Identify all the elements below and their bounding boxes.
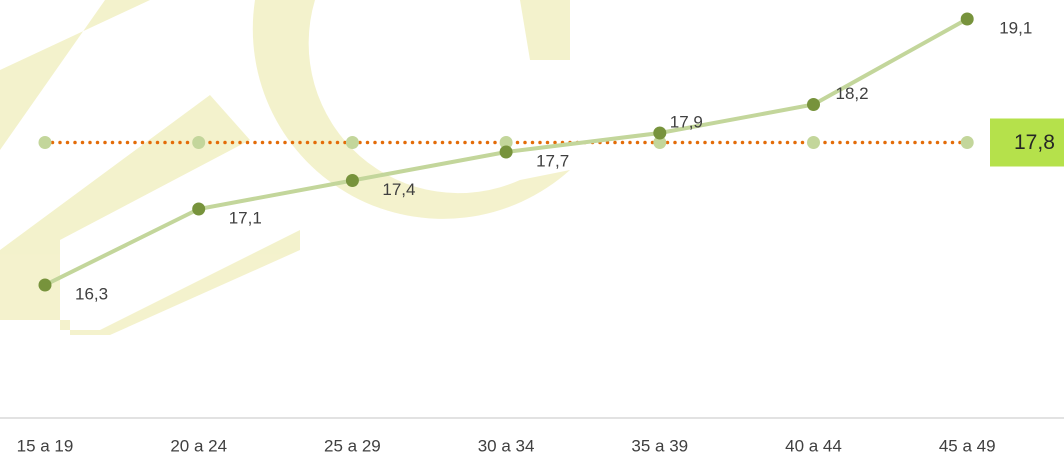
watermark-c-end: [520, 0, 570, 60]
average-marker: [192, 136, 206, 149]
watermark: [0, 0, 571, 335]
value-label: 17,4: [382, 180, 415, 199]
watermark-e-top: [0, 0, 150, 150]
x-tick-label: 40 a 44: [785, 436, 842, 455]
x-tick-label: 45 a 49: [939, 436, 996, 455]
average-marker: [807, 136, 820, 149]
marker: [38, 278, 52, 292]
average-label-box: [990, 118, 1064, 167]
marker: [653, 126, 667, 140]
x-tick-label: 30 a 34: [478, 436, 535, 455]
average-marker: [653, 136, 667, 149]
x-tick-label: 15 a 19: [17, 436, 74, 455]
value-label: 17,9: [670, 112, 703, 131]
x-tick-label: 35 a 39: [631, 436, 688, 455]
value-label: 17,1: [229, 208, 262, 227]
average-marker: [960, 136, 974, 149]
marker: [192, 202, 206, 216]
x-tick-label: 25 a 29: [324, 436, 381, 455]
average-label: 17,8: [1014, 131, 1055, 154]
value-label: 16,3: [75, 284, 108, 303]
value-label: 19,1: [999, 18, 1032, 37]
marker: [960, 12, 974, 26]
marker: [807, 98, 820, 111]
average-marker: [499, 136, 513, 149]
value-label: 17,7: [536, 151, 569, 170]
average-marker: [345, 136, 359, 149]
average-marker: [38, 136, 52, 149]
watermark-c: [252, 0, 571, 219]
x-tick-label: 20 a 24: [170, 436, 227, 455]
marker: [345, 174, 359, 187]
value-label: 18,2: [836, 84, 869, 103]
watermark-e-bottom: [0, 95, 300, 335]
marker: [499, 145, 513, 159]
